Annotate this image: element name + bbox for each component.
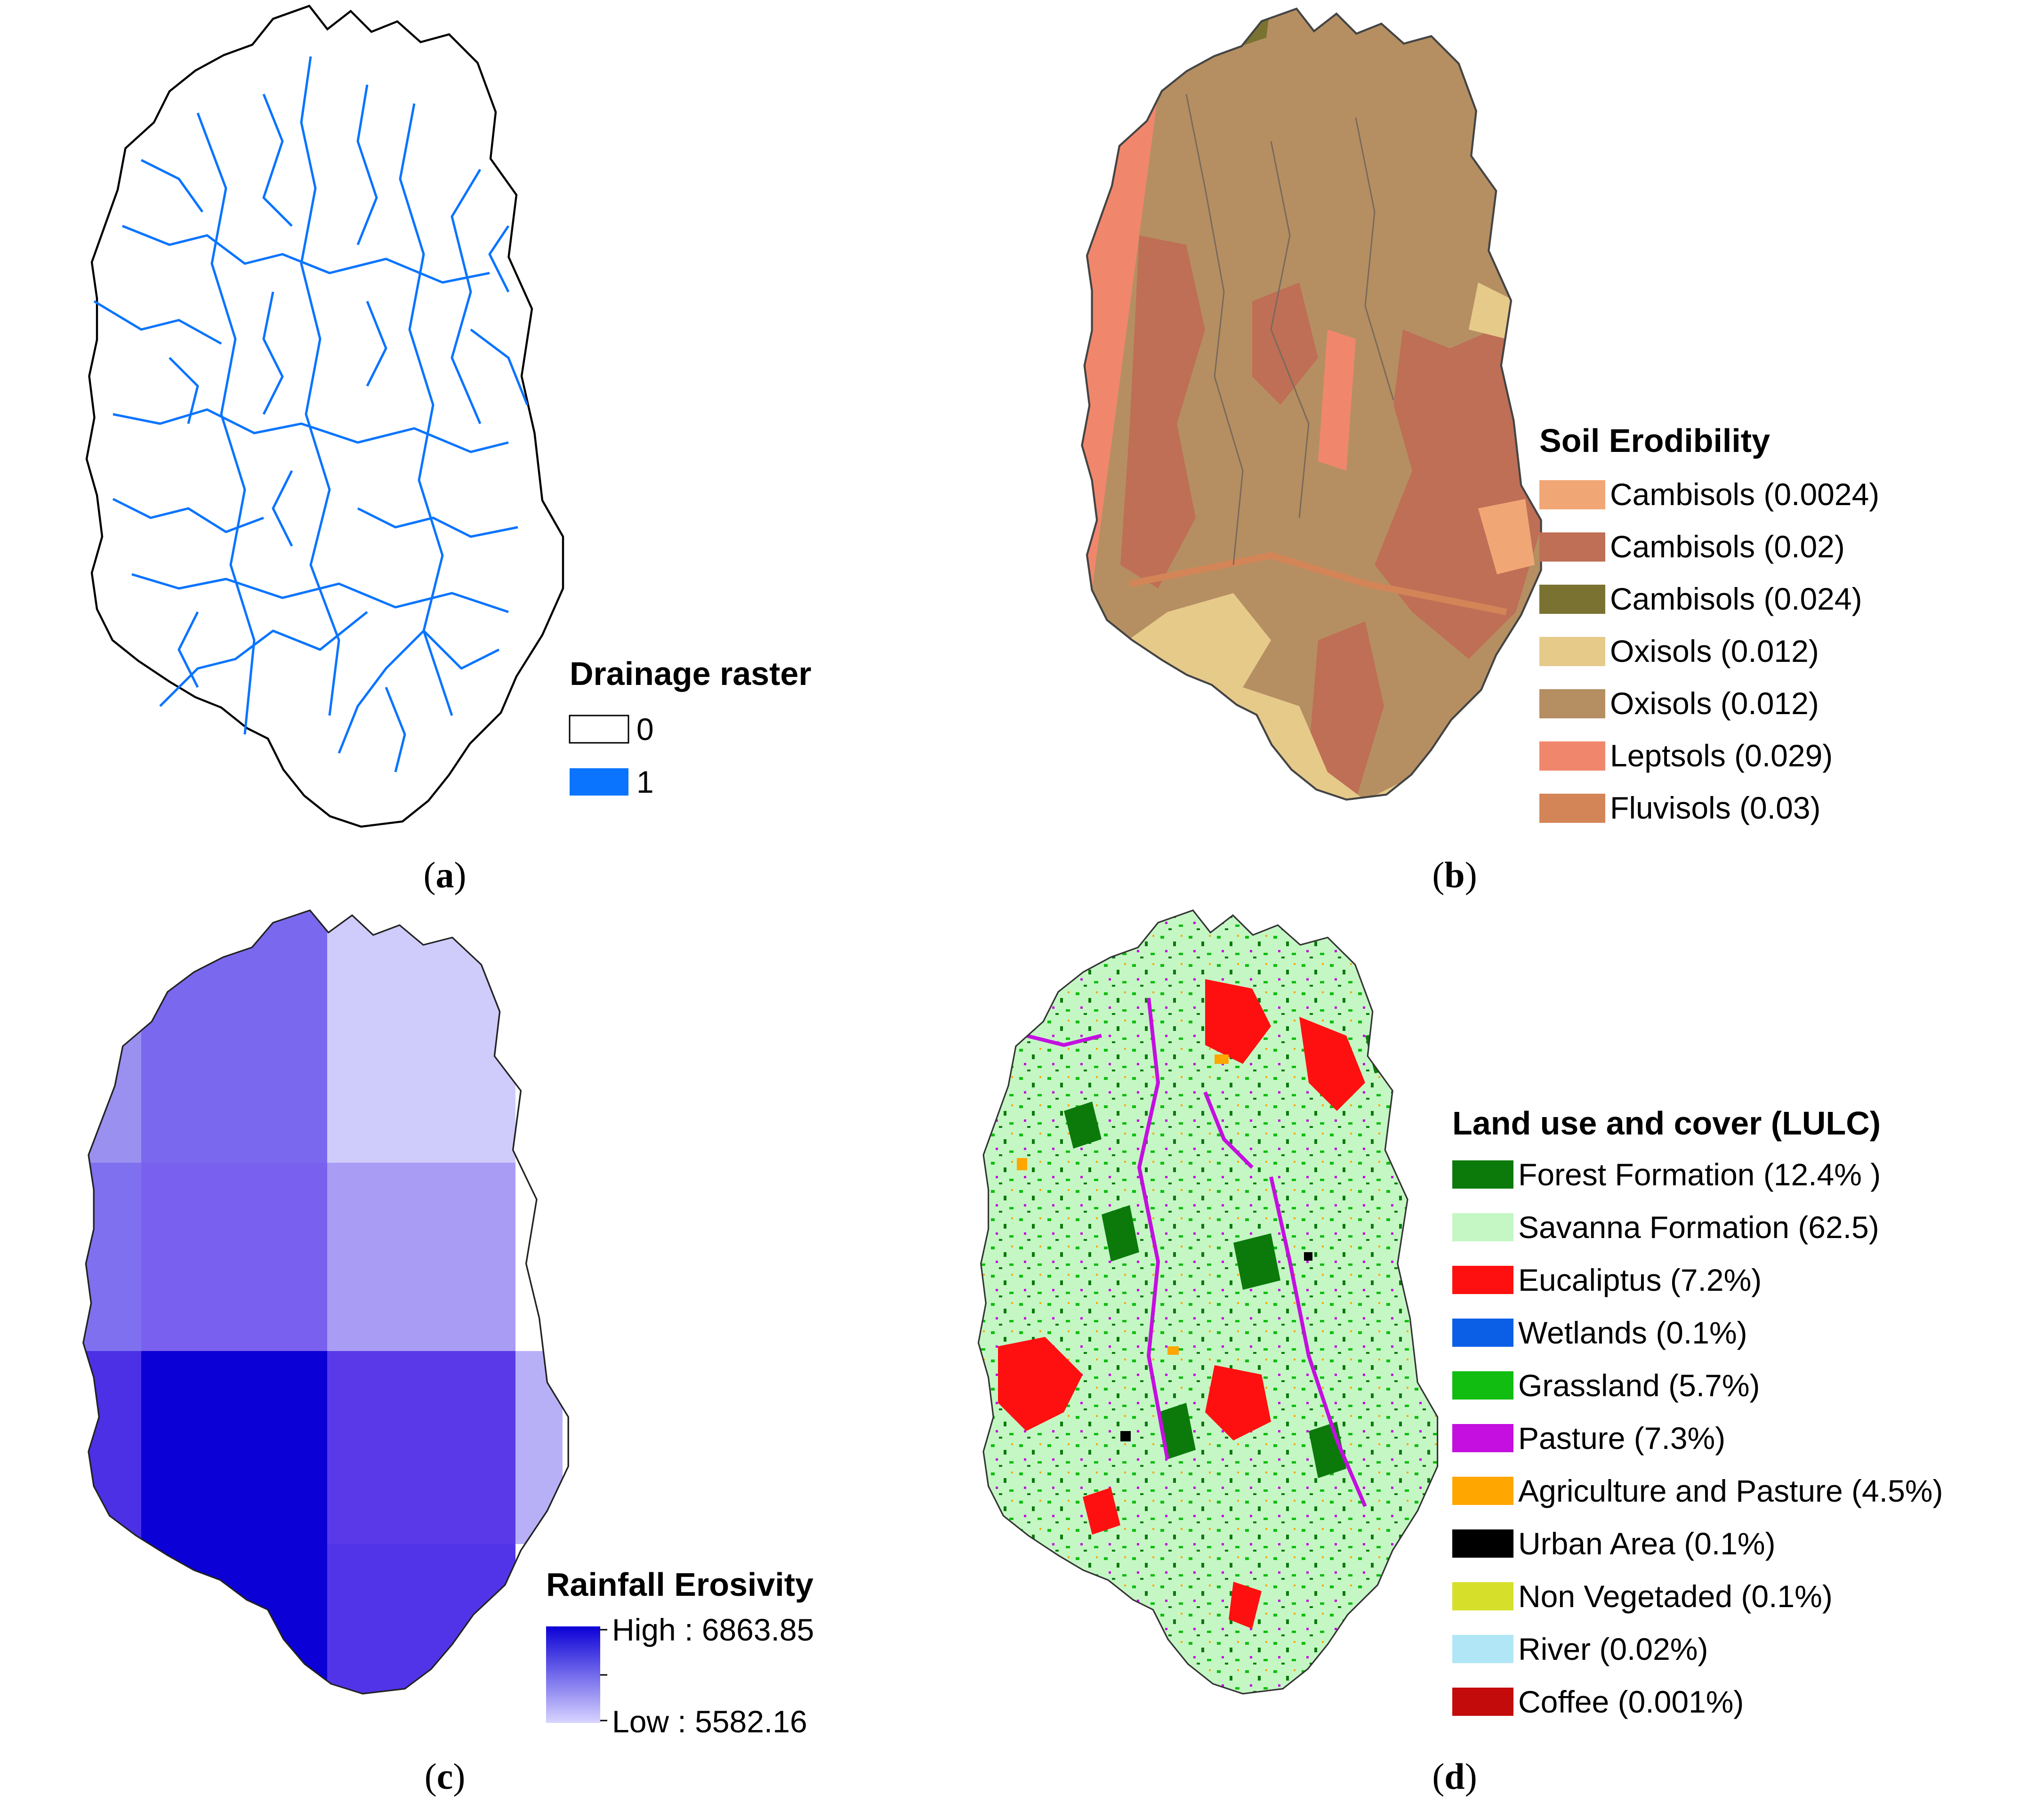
legend-label: Forest Formation (12.4% )	[1518, 1157, 1881, 1192]
legend-swatch-drainage-0	[569, 715, 629, 744]
legend-row-soil-2: Cambisols (0.024)	[1539, 581, 1862, 616]
legend-row-lulc-4: Grassland (5.7%)	[1452, 1368, 1760, 1403]
lulc-agriculture-patches	[1017, 1054, 1229, 1355]
legend-swatch	[1452, 1529, 1513, 1558]
legend-swatch	[1539, 741, 1605, 771]
legend-low-label: Low : 5582.16	[612, 1704, 807, 1739]
legend-swatch-drainage-1	[570, 768, 628, 796]
legend-row-soil-1: Cambisols (0.02)	[1539, 529, 1845, 564]
legend-swatch	[1452, 1319, 1513, 1347]
legend-label-drainage-0: 0	[636, 712, 654, 747]
legend-row-lulc-7: Urban Area (0.1%)	[1452, 1526, 1776, 1561]
legend-soil: Soil Erodibility Cambisols (0.0024) Camb…	[1539, 422, 1879, 825]
legend-title-drainage: Drainage raster	[570, 655, 812, 692]
soil-leptsols-strip	[1318, 330, 1356, 471]
soil-cambisols-002-area-2	[1252, 282, 1318, 405]
legend-label: Leptsols (0.029)	[1610, 738, 1833, 773]
legend-row-lulc-6: Agriculture and Pasture (4.5%)	[1452, 1473, 1943, 1508]
soil-leptsols-area	[1082, 8, 1186, 800]
legend-label: Coffee (0.001%)	[1518, 1684, 1744, 1719]
legend-label: Oxisols (0.012)	[1610, 634, 1819, 668]
legend-swatch	[1452, 1266, 1513, 1294]
legend-label: Fluvisols (0.03)	[1610, 790, 1820, 825]
legend-label: Cambisols (0.024)	[1610, 581, 1862, 616]
legend-label: Eucaliptus (7.2%)	[1518, 1263, 1762, 1297]
legend-swatch	[1452, 1477, 1513, 1505]
legend-label: Agriculture and Pasture (4.5%)	[1518, 1473, 1943, 1508]
legend-swatch	[1452, 1160, 1513, 1189]
soil-cambisols-0024-area	[1478, 499, 1535, 574]
panel-label-c: (c)	[425, 1756, 466, 1797]
panel-d-lulc-map	[977, 909, 1439, 1695]
legend-row-soil-3: Oxisols (0.012)	[1539, 634, 1819, 668]
panel-c-rainfall-map	[82, 909, 569, 1695]
legend-label: Savanna Formation (62.5)	[1518, 1210, 1879, 1245]
legend-label: Urban Area (0.1%)	[1518, 1526, 1776, 1561]
legend-rainfall: Rainfall Erosivity High : 6863.85 Low : …	[546, 1566, 814, 1739]
legend-row-lulc-8: Non Vegetaded (0.1%)	[1452, 1579, 1833, 1614]
soil-cambisols-002-area-4	[1309, 621, 1384, 800]
legend-swatch	[1452, 1635, 1513, 1663]
soil-boundaries	[1185, 94, 1394, 565]
legend-label: Grassland (5.7%)	[1518, 1368, 1760, 1403]
rainfall-gradient-bar	[546, 1626, 600, 1723]
legend-swatch	[1539, 585, 1605, 614]
legend-row-lulc-10: Coffee (0.001%)	[1452, 1684, 1744, 1719]
panel-label-b: (b)	[1432, 854, 1477, 895]
watershed-outline-a	[87, 6, 563, 827]
legend-high-label: High : 6863.85	[612, 1612, 814, 1647]
legend-row-soil-0: Cambisols (0.0024)	[1539, 477, 1879, 512]
legend-label: River (0.02%)	[1518, 1632, 1708, 1666]
legend-label: Cambisols (0.0024)	[1610, 477, 1879, 512]
legend-label: Cambisols (0.02)	[1610, 529, 1845, 564]
lulc-pasture-lines	[1026, 998, 1367, 1507]
panel-a-drainage-map	[87, 6, 563, 827]
soil-cambisols-002-area-1	[1120, 235, 1205, 588]
legend-row-lulc-9: River (0.02%)	[1452, 1632, 1708, 1666]
legend-swatch	[1539, 532, 1605, 562]
legend-drainage: Drainage raster 0 1	[569, 655, 812, 799]
legend-title-lulc: Land use and cover (LULC)	[1452, 1105, 1881, 1142]
legend-label: Non Vegetaded (0.1%)	[1518, 1579, 1833, 1614]
legend-title-rainfall: Rainfall Erosivity	[546, 1566, 813, 1603]
legend-row-lulc-5: Pasture (7.3%)	[1452, 1421, 1725, 1456]
legend-row-lulc-1: Savanna Formation (62.5)	[1452, 1210, 1879, 1245]
stream-network	[93, 56, 529, 772]
legend-swatch	[1452, 1688, 1513, 1716]
soil-oxisols-light-patch	[1469, 282, 1516, 339]
legend-swatch	[1452, 1213, 1513, 1241]
legend-label: Wetlands (0.1%)	[1518, 1315, 1747, 1350]
legend-lulc: Land use and cover (LULC) Forest Formati…	[1452, 1105, 1943, 1719]
legend-row-soil-6: Fluvisols (0.03)	[1539, 790, 1820, 825]
legend-swatch	[1539, 689, 1605, 718]
legend-swatch	[1539, 794, 1605, 823]
legend-swatch	[1452, 1424, 1513, 1452]
legend-row-lulc-2: Eucaliptus (7.2%)	[1452, 1263, 1762, 1297]
legend-row-soil-4: Oxisols (0.012)	[1539, 686, 1819, 721]
legend-swatch	[1539, 637, 1605, 666]
legend-label: Pasture (7.3%)	[1518, 1421, 1725, 1456]
legend-row-lulc-0: Forest Formation (12.4% )	[1452, 1157, 1881, 1192]
soil-cambisols-002-area-3	[1375, 320, 1541, 659]
panel-label-d: (d)	[1432, 1756, 1477, 1797]
panel-label-a: (a)	[424, 854, 467, 895]
soil-fluvisols-strip	[1129, 552, 1507, 615]
legend-row-soil-5: Leptsols (0.029)	[1539, 738, 1833, 773]
lulc-urban-patches	[1120, 1252, 1312, 1441]
legend-title-soil: Soil Erodibility	[1539, 422, 1770, 459]
legend-swatch	[1539, 480, 1605, 509]
legend-label: Oxisols (0.012)	[1610, 686, 1819, 721]
legend-label-drainage-1: 1	[636, 764, 654, 799]
legend-swatch	[1452, 1371, 1513, 1400]
legend-swatch	[1452, 1582, 1513, 1610]
rainfall-grid	[83, 910, 563, 1694]
legend-row-lulc-3: Wetlands (0.1%)	[1452, 1315, 1747, 1350]
panel-b-soil-map	[989, 0, 1553, 847]
